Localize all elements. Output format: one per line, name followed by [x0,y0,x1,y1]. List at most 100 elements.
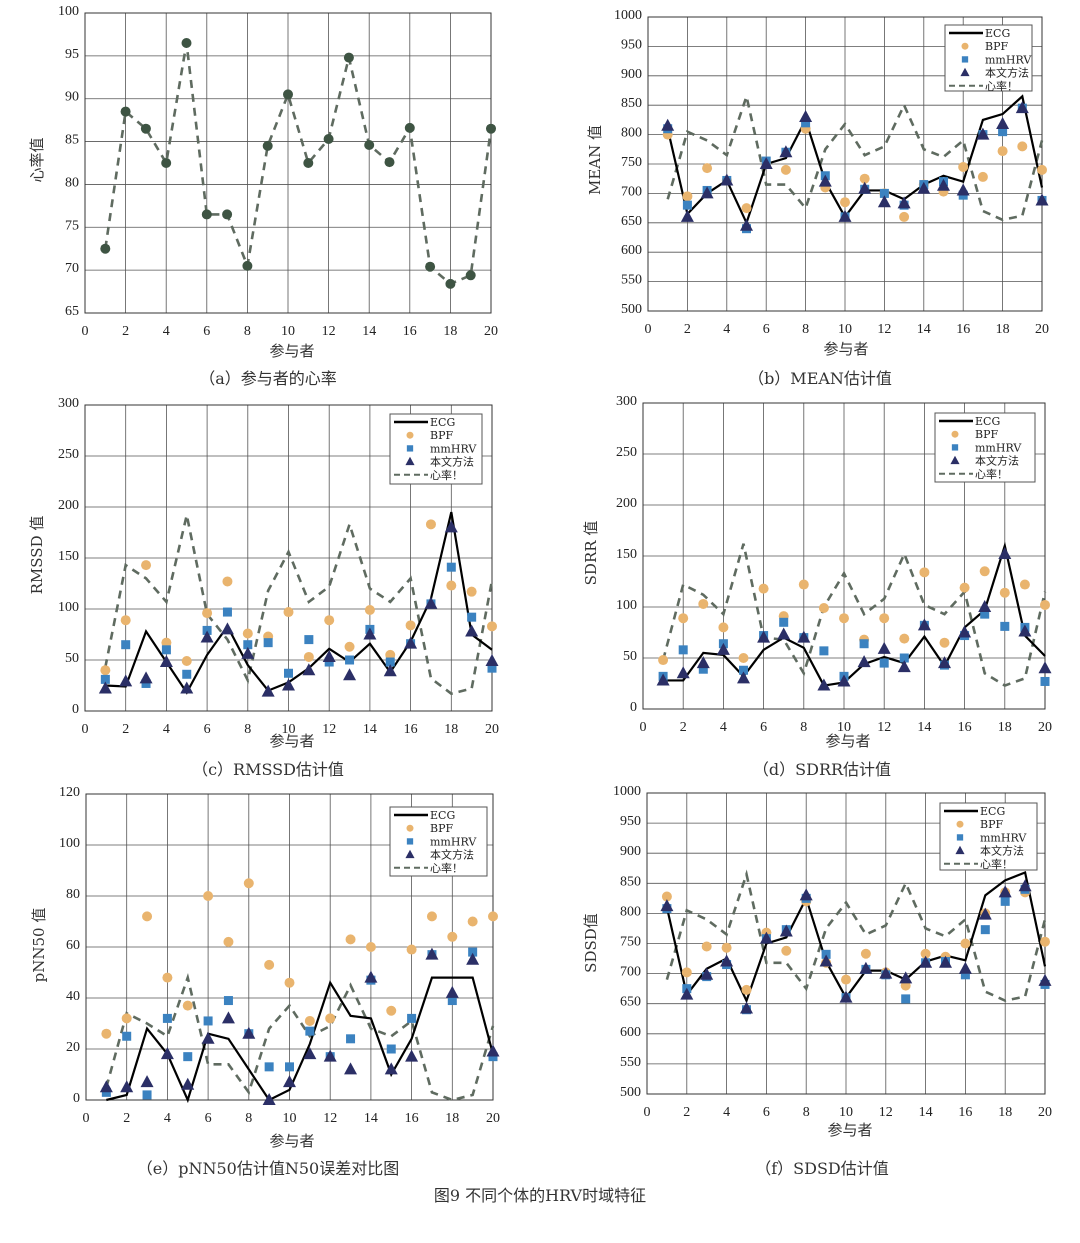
mmhrv-point [121,640,131,650]
x-tick-label: 18 [998,1105,1012,1120]
x-tick-label: 20 [484,324,498,339]
legend-label: ECG [975,415,1000,428]
bpf-point [738,653,749,663]
y-tick-label: 0 [630,700,637,715]
caption-c: （c）RMSSD估计值 [192,760,344,779]
proposed-method-point [242,1026,256,1039]
mmhrv-point [682,200,692,210]
x-tick-label: 4 [163,324,170,339]
bpf-point [959,582,970,593]
y-tick-label: 650 [621,214,642,229]
proposed-method-point [978,600,992,612]
mmhrv-point [960,970,970,980]
x-tick-label: 0 [645,322,652,337]
mmhrv-point [285,1062,294,1072]
mmhrv-point [182,669,192,679]
proposed-method-point [139,671,153,684]
proposed-method-point [797,630,811,643]
series-ecg-line [666,94,1044,226]
series-heart-rate-line [104,514,494,696]
proposed-method-point [656,673,670,686]
y-tick-label: 800 [621,126,642,141]
x-tick-label: 12 [322,722,336,737]
proposed-method-point [160,1047,174,1060]
proposed-method-point [956,183,970,196]
bpf-point [488,911,498,922]
charts: 0 2 4 6 8 10 12 14 16 18 2065707580859095100参与者心率值… [28,4,1052,1150]
series-ecg-line [106,976,495,1104]
heart-rate-point [222,209,233,220]
x-tick-label: 4 [720,720,727,735]
caption-d: （d）SDRR估计值 [753,760,891,779]
x-tick-label: 18 [444,722,458,737]
series-heart-rate-line [104,42,493,286]
x-tick-label: 2 [680,720,687,735]
proposed-method-point [1035,193,1049,206]
proposed-method-point [485,654,499,667]
proposed-method-point [998,546,1012,559]
x-tick-label: 16 [403,324,417,339]
proposed-method-point [759,931,773,944]
y-tick-label: 1000 [613,784,641,799]
x-tick-label: 0 [644,1105,651,1120]
x-axis-label: 参与者 [825,732,870,750]
y-tick-label: 60 [66,938,80,953]
proposed-method-point [877,641,891,654]
x-tick-label: 2 [683,1105,690,1120]
x-tick-label: 12 [322,324,336,339]
bpf-point [364,605,375,616]
proposed-method-point [363,627,377,640]
bpf-point [979,566,990,577]
bpf-point [681,967,692,978]
bpf-point [385,649,396,660]
bpf-point [425,519,436,530]
legend-label: mmHRV [980,831,1027,844]
bpf-point [446,580,457,591]
mmhrv-point [678,645,688,655]
legend-label: mmHRV [430,442,477,455]
legend-label: BPF [430,429,453,442]
y-tick-label: 300 [616,394,637,409]
proposed-method-point [740,1001,753,1014]
x-axis-label: 参与者 [269,1132,314,1150]
legend-box [934,412,1036,483]
proposed-method-point [859,961,873,974]
bpf-point [818,603,829,614]
heart-rate-point [201,209,212,220]
mmhrv-point [739,665,748,675]
proposed-method-point [1038,973,1052,986]
y-tick-label: 600 [620,1025,641,1040]
proposed-method-point [465,624,479,637]
x-tick-label: 6 [763,1105,770,1120]
proposed-method-point [837,674,851,687]
proposed-method-point [220,622,234,635]
bpf-point [741,984,752,995]
y-tick-label: 950 [621,37,642,52]
proposed-method-point [696,656,710,669]
y-tick-label: 850 [621,96,642,111]
proposed-method-point [958,961,972,974]
bpf-point [304,1015,315,1026]
proposed-method-point [262,1093,276,1105]
proposed-method-point [120,1080,134,1093]
proposed-method-point [680,987,694,1000]
bpf-point [860,948,871,959]
bpf-point [162,972,173,983]
proposed-method-point [737,671,750,684]
y-tick-label: 600 [621,243,642,258]
x-tick-label: 12 [879,1105,893,1120]
x-tick-label: 10 [839,1105,853,1120]
y-tick-label: 250 [616,445,637,460]
bpf-point [997,146,1008,157]
proposed-method-point [700,186,714,199]
heart-rate-point [140,123,151,134]
bpf-point [1040,599,1050,610]
bpf-point [1017,141,1028,152]
proposed-method-point [445,985,459,998]
bpf-point [100,665,111,676]
y-tick-label: 800 [620,904,641,919]
y-tick-label: 550 [620,1055,641,1070]
x-tick-label: 14 [363,722,377,737]
